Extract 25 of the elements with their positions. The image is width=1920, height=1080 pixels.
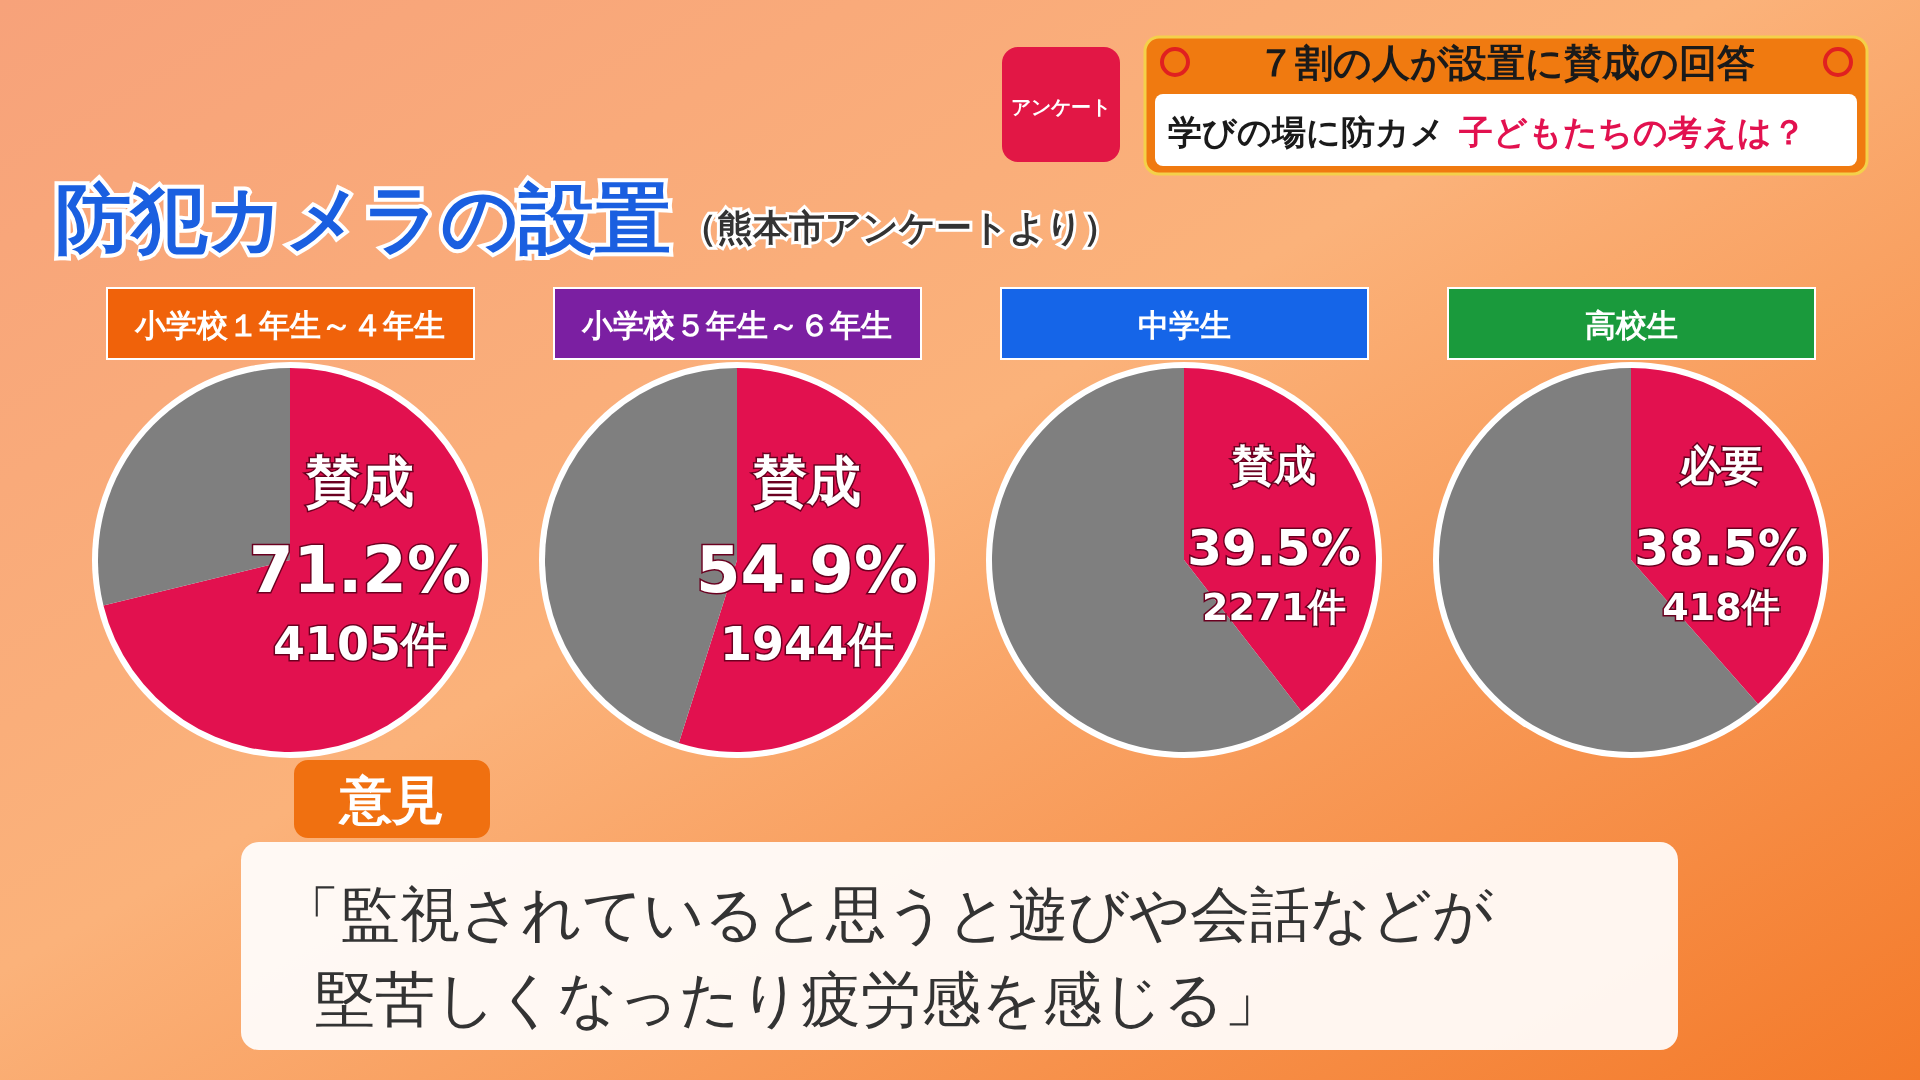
text: 防犯カメラの設置 — [55, 174, 671, 263]
text: 学びの場に防カメ — [1168, 112, 1445, 152]
chart-title: 中学生 — [1137, 307, 1231, 343]
data-label: 71.2% — [248, 533, 472, 607]
text: アンケート — [1011, 95, 1111, 119]
data-label: 38.5% — [1634, 519, 1808, 577]
text: 子どもたちの考えは？ — [1458, 112, 1806, 152]
text: 堅苦しくなったり疲労感を感じる」 — [315, 964, 1284, 1034]
slice-label: 賛成 — [752, 450, 861, 513]
text: （熊本市アンケートより） — [681, 207, 1119, 248]
chart-title: 小学校１年生～４年生 — [134, 307, 445, 343]
text: 意見 — [338, 770, 444, 830]
text: 1944件 — [719, 617, 895, 671]
slice-label: 必要 — [1678, 441, 1763, 490]
text: 「監視されていると思うと遊びや会話などが — [280, 879, 1493, 949]
slice-label: 賛成 — [305, 450, 414, 513]
text: ７割の人が設置に賛成の回答 — [1257, 41, 1755, 85]
chart-title: 高校生 — [1584, 307, 1678, 343]
chart-title: 小学校５年生～６年生 — [581, 307, 892, 343]
text: 2271件 — [1202, 585, 1346, 629]
data-label: 39.5% — [1187, 519, 1361, 577]
text: 4105件 — [272, 617, 448, 671]
data-label: 54.9% — [695, 533, 919, 607]
text: 418件 — [1662, 585, 1780, 629]
slice-label: 賛成 — [1231, 441, 1316, 490]
